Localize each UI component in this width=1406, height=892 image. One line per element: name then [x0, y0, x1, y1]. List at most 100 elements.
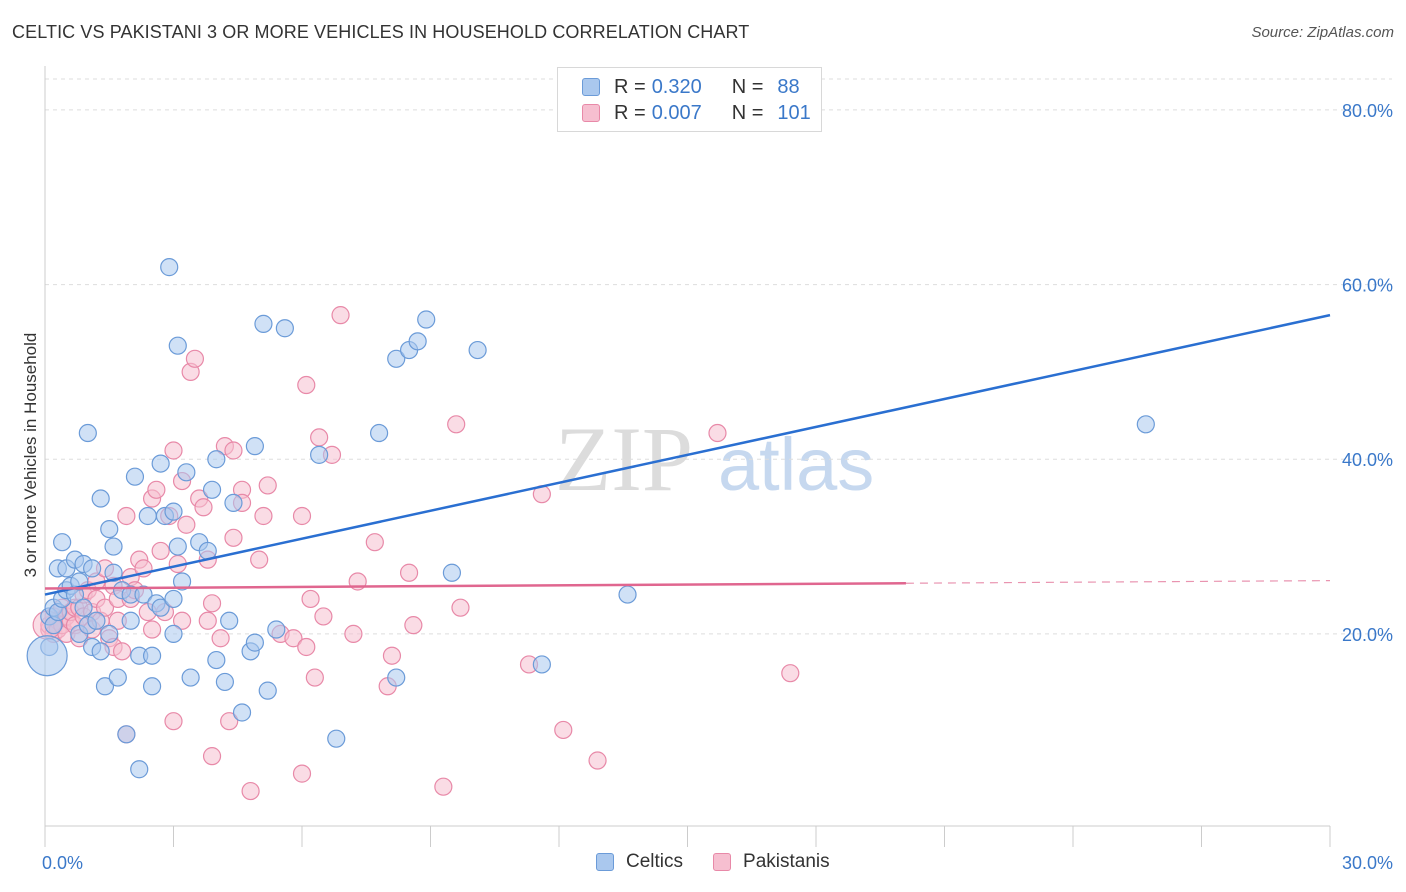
pakistanis-point [447, 415, 466, 434]
celtics-point [245, 437, 264, 456]
pakistanis-point [382, 646, 402, 665]
celtics-point [83, 559, 102, 578]
pakistanis-point [172, 611, 192, 630]
stats-row-pakistanis: R = 0.007 N = 101 [582, 101, 811, 125]
celtics-point [168, 336, 187, 355]
pakistanis-point [117, 506, 136, 526]
pakistanis-trend-line [44, 581, 906, 590]
source-label: Source: ZipAtlas.com [1251, 24, 1394, 41]
celtics-point [125, 467, 145, 486]
celtics-point [275, 319, 294, 338]
pakistanis-point [194, 498, 213, 517]
stats-legend: R = 0.320 N = 88 R = 0.007 N = 101 [557, 67, 822, 132]
celtics-point [53, 533, 72, 552]
legend-label-pakistanis: Pakistanis [743, 851, 830, 872]
celtics-point [258, 681, 277, 700]
pakistanis-point [112, 642, 132, 661]
pakistanis-point [142, 620, 162, 639]
watermark-atlas: atlas [718, 423, 874, 506]
celtics-point [117, 725, 136, 744]
celtics-point [181, 668, 200, 687]
r-label: R = [614, 101, 646, 124]
celtics-point [87, 611, 106, 630]
r-value: 0.007 [651, 101, 702, 124]
celtics-point [160, 258, 179, 277]
celtics-point [164, 589, 183, 609]
axes [44, 66, 1331, 847]
celtics-swatch [596, 853, 614, 871]
pakistanis-point [164, 441, 183, 460]
pakistanis-point [211, 629, 230, 648]
celtics-trend-line [44, 313, 1331, 596]
celtics-points [26, 258, 1155, 779]
celtics-point [138, 506, 157, 526]
celtics-point [91, 642, 110, 661]
pakistanis-point [250, 550, 269, 569]
pakistanis-swatch [713, 853, 732, 871]
pakistanis-point [147, 480, 166, 499]
celtics-point [468, 340, 487, 360]
celtics-point [142, 646, 162, 665]
celtics-point [168, 537, 187, 556]
pakistanis-point [224, 528, 243, 547]
celtics-point [215, 672, 234, 692]
pakistanis-point [292, 506, 312, 526]
pakistanis-point [241, 781, 260, 801]
y-tick-label: 60.0% [1342, 276, 1393, 296]
celtics-point [532, 655, 551, 674]
pakistanis-point [781, 664, 800, 683]
celtics-point [254, 314, 273, 333]
celtics-point [417, 310, 436, 329]
y-tick-label: 20.0% [1342, 625, 1393, 645]
stats-row-celtics: R = 0.320 N = 88 [582, 75, 800, 99]
celtics-point [164, 624, 183, 643]
pakistanis-point [399, 563, 419, 582]
pakistanis-point [297, 375, 316, 395]
pakistanis-point [198, 611, 217, 630]
pakistanis-point [185, 349, 205, 368]
y-axis-label: 3 or more Vehicles in Household [21, 333, 40, 578]
pakistanis-point [451, 598, 470, 617]
celtics-point [121, 611, 140, 630]
chart-title: CELTIC VS PAKISTANI 3 OR MORE VEHICLES I… [12, 22, 750, 42]
celtics-point [26, 635, 68, 677]
pakistanis-point [331, 306, 350, 325]
watermark: ZIP atlas [555, 408, 874, 510]
celtics-point [104, 537, 123, 556]
pakistanis-point [310, 428, 329, 447]
pakistanis-point [292, 764, 312, 783]
pakistanis-point [177, 515, 196, 534]
celtics-point [151, 454, 170, 473]
x-tick-label: 0.0% [42, 853, 83, 873]
n-value: 88 [777, 75, 800, 98]
celtics-point [100, 624, 119, 643]
celtics-point [74, 598, 93, 617]
legend-item-celtics[interactable]: Celtics [596, 851, 683, 873]
legend-item-pakistanis[interactable]: Pakistanis [713, 851, 830, 873]
pakistanis-point [365, 533, 384, 552]
pakistanis-swatch [582, 104, 600, 122]
pakistanis-point [220, 712, 239, 731]
celtics-point [232, 703, 252, 722]
pakistanis-point [258, 476, 277, 495]
celtics-point [442, 563, 462, 582]
x-tick-label: 30.0% [1342, 853, 1393, 873]
tick-labels: 20.0% 40.0% 60.0% 80.0% 0.0% 30.0% [42, 101, 1393, 873]
celtics-point [130, 760, 149, 779]
pakistanis-point [254, 506, 273, 526]
pakistanis-point [434, 777, 453, 796]
pakistanis-point [404, 616, 423, 635]
r-value: 0.320 [651, 75, 702, 98]
celtics-point [618, 585, 637, 604]
celtics-point [387, 349, 406, 368]
celtics-point [327, 729, 346, 748]
celtics-point [172, 572, 192, 591]
celtics-point [224, 493, 243, 512]
pakistanis-point [588, 751, 607, 770]
celtics-point [104, 563, 123, 582]
celtics-point [91, 489, 110, 508]
pakistanis-point [554, 720, 573, 740]
celtics-point [78, 423, 97, 443]
celtics-point [202, 480, 222, 499]
